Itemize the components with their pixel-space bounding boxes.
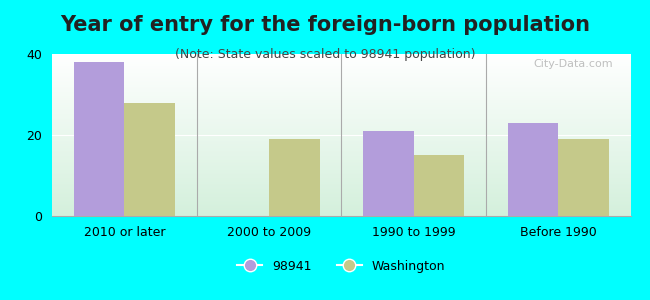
Legend: 98941, Washington: 98941, Washington (232, 255, 450, 278)
Bar (73, 62, 124, 216)
Text: (Note: State values scaled to 98941 population): (Note: State values scaled to 98941 popu… (175, 48, 475, 61)
Bar (269, 139, 320, 216)
Bar (508, 123, 558, 216)
Bar (363, 131, 413, 216)
Text: City-Data.com: City-Data.com (534, 59, 613, 69)
Bar (124, 103, 175, 216)
Text: Year of entry for the foreign-born population: Year of entry for the foreign-born popul… (60, 15, 590, 35)
Bar (413, 155, 464, 216)
Bar (558, 139, 609, 216)
